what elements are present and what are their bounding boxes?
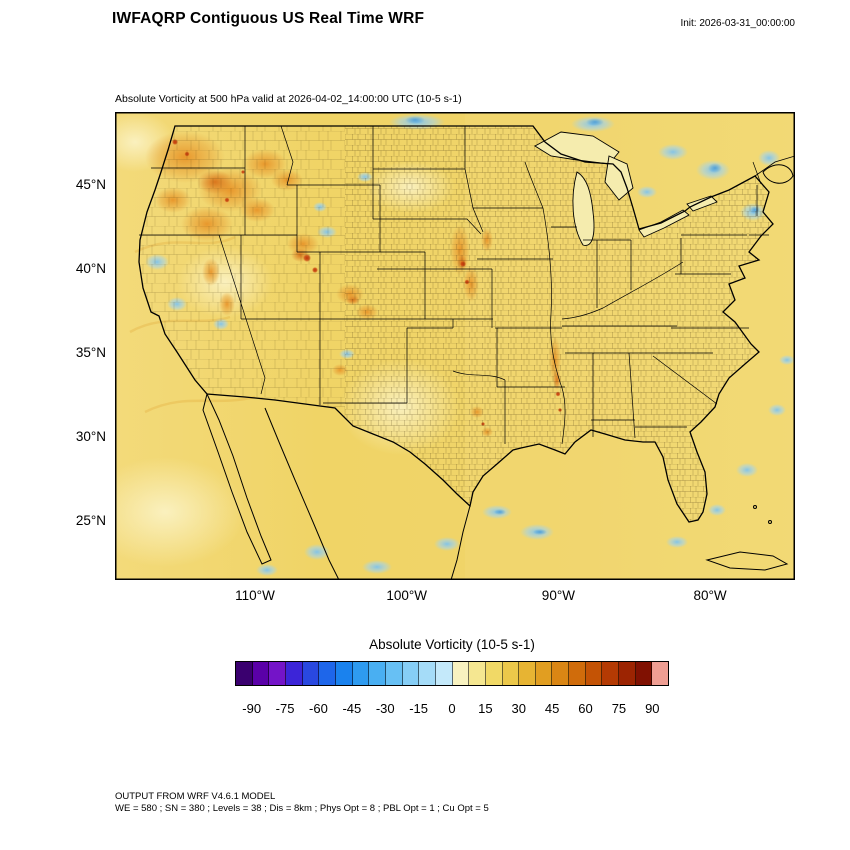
- colorbar-tick-label: -30: [375, 701, 395, 716]
- colorbar-segment: [485, 662, 503, 685]
- colorbar-segment: [619, 662, 636, 685]
- colorbar-segment: [285, 662, 303, 685]
- footer: OUTPUT FROM WRF V4.6.1 MODEL WE = 580 ; …: [115, 791, 489, 815]
- colorbar-tick-label: 15: [478, 701, 493, 716]
- lon-tick-label: 80°W: [693, 588, 727, 603]
- colorbar-segment: [269, 662, 286, 685]
- colorbar-segment: [602, 662, 620, 685]
- lon-tick-label: 90°W: [541, 588, 575, 603]
- lon-tick-label: 100°W: [386, 588, 428, 603]
- vorticity-map: [115, 112, 795, 580]
- plot-title: IWFAQRP Contiguous US Real Time WRF: [112, 10, 425, 27]
- colorbar-segment: [435, 662, 453, 685]
- colorbar-title: Absolute Vorticity (10-5 s-1): [369, 637, 535, 652]
- colorbar-segment: [385, 662, 403, 685]
- coastlines: [138, 125, 795, 580]
- colorbar-tick-label: -60: [309, 701, 328, 716]
- colorbar-segment: [236, 662, 253, 685]
- colorbar-segment: [535, 662, 553, 685]
- colorbar-segment: [319, 662, 336, 685]
- footer-line1: OUTPUT FROM WRF V4.6.1 MODEL: [115, 791, 276, 802]
- colorbar-tick-label: -90: [242, 701, 262, 716]
- colorbar-segment: [419, 662, 436, 685]
- colorbar-segment: [635, 662, 653, 685]
- lat-tick-label: 30°N: [75, 429, 106, 444]
- colorbar-tick-label: 90: [645, 701, 660, 716]
- colorbar-segment: [402, 662, 420, 685]
- colorbar-tick-label: 45: [544, 701, 560, 716]
- lat-tick-label: 40°N: [75, 261, 106, 276]
- init-timestamp: Init: 2026-03-31_00:00:00: [680, 18, 795, 29]
- colorbar-segment: [452, 662, 470, 685]
- colorbar-segment: [352, 662, 370, 685]
- colorbar-segment: [502, 662, 520, 685]
- colorbar-segment: [569, 662, 586, 685]
- colorbar-tick-label: -45: [342, 701, 362, 716]
- colorbar-segment: [369, 662, 386, 685]
- colorbar: [235, 661, 669, 686]
- state-borders: [139, 125, 769, 445]
- colorbar-segment: [519, 662, 536, 685]
- map-subtitle: Absolute Vorticity at 500 hPa valid at 2…: [115, 93, 462, 105]
- lat-tick-label: 25°N: [75, 513, 106, 528]
- map-border: [115, 112, 795, 580]
- colorbar-segment: [585, 662, 603, 685]
- colorbar-segment: [469, 662, 486, 685]
- great-lakes: [534, 131, 718, 246]
- lat-axis: 45°N 40°N 35°N 30°N 25°N: [48, 0, 106, 850]
- lat-tick-label: 35°N: [75, 345, 106, 360]
- lon-axis: 110°W 100°W 90°W 80°W: [0, 588, 850, 608]
- colorbar-tick-label: 0: [448, 701, 456, 716]
- colorbar-segment: [302, 662, 320, 685]
- colorbar-tick-label: 75: [611, 701, 627, 716]
- footer-line2: WE = 580 ; SN = 380 ; Levels = 38 ; Dis …: [115, 803, 489, 814]
- colorbar-segment: [252, 662, 270, 685]
- colorbar-tick-label: 30: [511, 701, 526, 716]
- colorbar-segment: [552, 662, 570, 685]
- colorbar-tick-labels: -90 -75 -60 -45 -30 -15 0 15 30 45 60 75 90: [235, 701, 669, 719]
- colorbar-tick-label: -75: [275, 701, 295, 716]
- colorbar-tick-label: 60: [578, 701, 593, 716]
- colorbar-segment: [652, 662, 669, 685]
- lon-tick-label: 110°W: [235, 588, 275, 603]
- lat-tick-label: 45°N: [75, 177, 106, 192]
- vorticity-map-svg: [115, 112, 795, 580]
- colorbar-segment: [335, 662, 353, 685]
- colorbar-tick-label: -15: [409, 701, 429, 716]
